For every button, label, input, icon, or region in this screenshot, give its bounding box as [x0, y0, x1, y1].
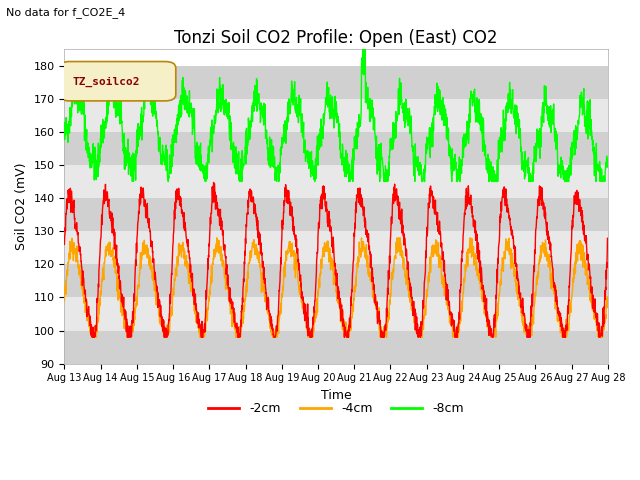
FancyBboxPatch shape [59, 61, 176, 101]
X-axis label: Time: Time [321, 389, 351, 402]
Bar [65, 298, 608, 331]
Bar [65, 132, 608, 165]
Bar [65, 198, 608, 231]
Text: No data for f_CO2E_4: No data for f_CO2E_4 [6, 7, 125, 18]
Bar [65, 231, 608, 264]
Bar [65, 99, 608, 132]
Text: TZ_soilco2: TZ_soilco2 [72, 76, 140, 86]
Bar [65, 165, 608, 198]
Bar [65, 264, 608, 298]
Legend: -2cm, -4cm, -8cm: -2cm, -4cm, -8cm [203, 397, 469, 420]
Bar [65, 331, 608, 364]
Y-axis label: Soil CO2 (mV): Soil CO2 (mV) [15, 163, 28, 250]
Title: Tonzi Soil CO2 Profile: Open (East) CO2: Tonzi Soil CO2 Profile: Open (East) CO2 [174, 29, 498, 48]
Bar [65, 66, 608, 99]
